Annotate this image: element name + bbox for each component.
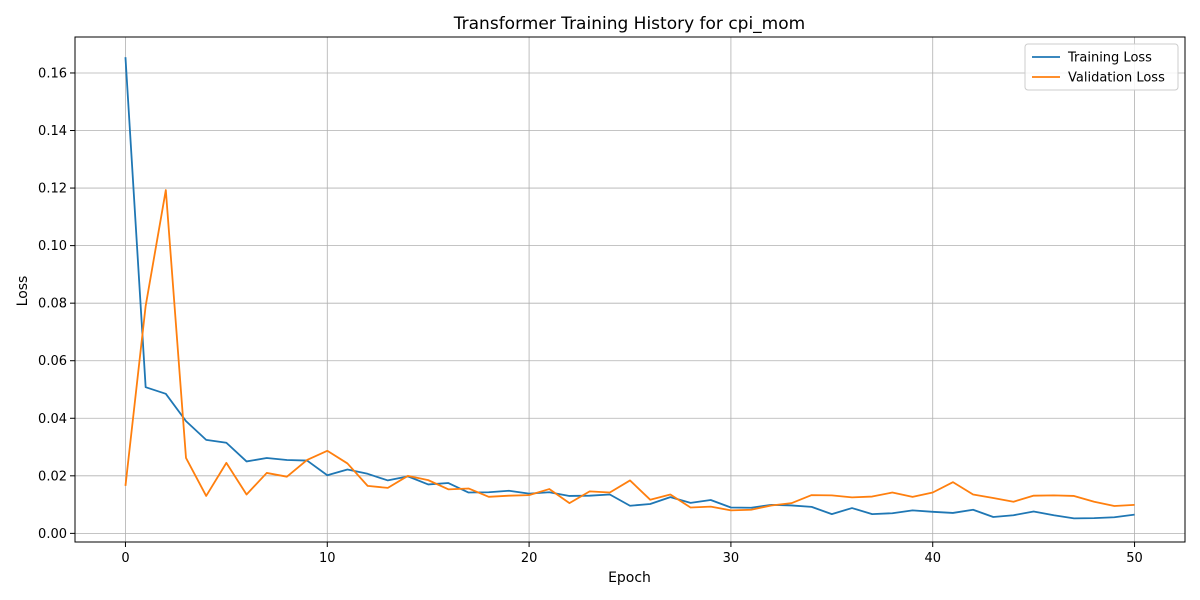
y-tick-label: 0.00 — [38, 527, 67, 542]
x-tick-label: 30 — [723, 551, 740, 566]
legend-label-validation-loss: Validation Loss — [1068, 71, 1165, 86]
y-tick-label: 0.08 — [38, 297, 67, 312]
y-tick-label: 0.16 — [38, 66, 67, 81]
x-tick-label: 0 — [121, 551, 129, 566]
y-tick-label: 0.02 — [38, 469, 67, 484]
x-axis-label: Epoch — [608, 570, 651, 586]
validation-loss-line — [124, 189, 1135, 512]
grid — [75, 37, 1185, 542]
x-tick-label: 50 — [1126, 551, 1143, 566]
y-tick-label: 0.10 — [38, 239, 67, 254]
x-tick-label: 40 — [924, 551, 941, 566]
y-axis-ticks: 0.00 0.02 0.04 0.06 0.08 0.10 0.12 0.14 0.16 — [38, 66, 75, 542]
legend-label-training-loss: Training Loss — [1067, 51, 1152, 66]
x-axis-ticks: 0 10 20 30 40 50 — [121, 542, 1143, 566]
x-tick-label: 10 — [319, 551, 336, 566]
y-tick-label: 0.14 — [38, 124, 67, 139]
y-axis-label: Loss — [15, 276, 31, 307]
series-lines — [124, 57, 1135, 520]
plot-frame — [74, 36, 1186, 543]
y-tick-label: 0.12 — [38, 182, 67, 197]
y-tick-label: 0.06 — [38, 354, 67, 369]
training-loss-line — [124, 57, 1135, 520]
chart-title: Transformer Training History for cpi_mom — [453, 14, 805, 34]
y-tick-label: 0.04 — [38, 412, 67, 427]
legend: Training Loss Validation Loss — [1024, 43, 1179, 91]
x-tick-label: 20 — [521, 551, 538, 566]
legend-box — [1024, 43, 1179, 91]
